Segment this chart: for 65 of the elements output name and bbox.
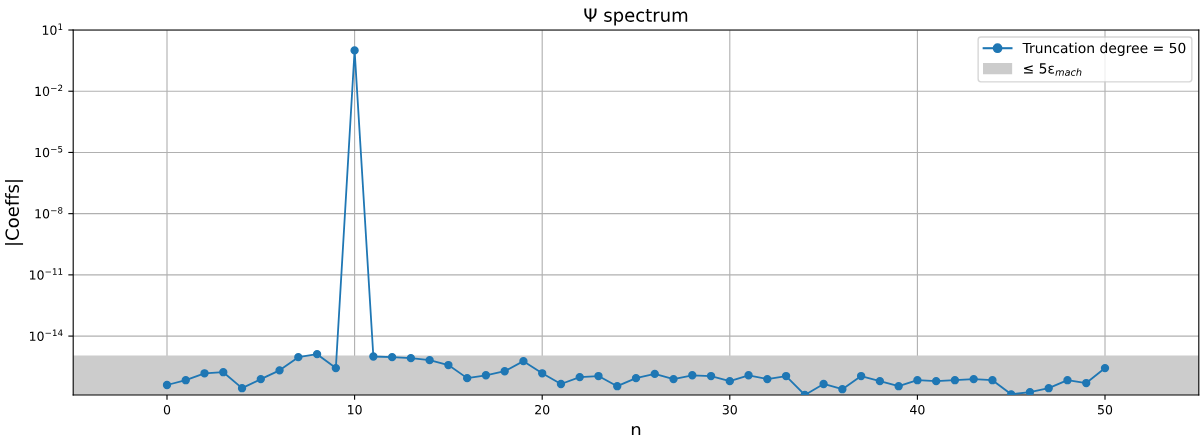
y-axis-title: |Coeffs| xyxy=(4,180,24,245)
point xyxy=(594,371,603,381)
point xyxy=(425,356,434,365)
point xyxy=(481,371,491,380)
y-tick-label: 10$^{1}$ xyxy=(42,23,63,35)
point xyxy=(650,369,659,379)
point xyxy=(969,374,978,384)
point xyxy=(387,352,397,362)
point xyxy=(575,372,584,382)
point xyxy=(706,371,716,381)
point xyxy=(406,353,416,363)
point xyxy=(669,374,678,384)
point xyxy=(369,352,378,361)
point xyxy=(1063,376,1072,385)
y-tick-label: 10$^{−5}$ xyxy=(35,145,63,158)
point xyxy=(838,385,847,394)
point xyxy=(1082,378,1091,388)
legend-label: ≤ 5ε$_{mach}$ xyxy=(1024,63,1082,76)
point xyxy=(725,376,734,386)
point xyxy=(312,350,322,359)
point xyxy=(856,371,866,381)
point xyxy=(1044,384,1053,393)
y-tick-label: 10$^{−11}$ xyxy=(29,268,63,280)
x-tick-label: 50 xyxy=(1098,404,1113,415)
point xyxy=(781,371,791,381)
x-tick-label: 0 xyxy=(163,404,171,415)
point xyxy=(256,374,265,384)
legend-label: Truncation degree = 50 xyxy=(1022,42,1186,56)
point xyxy=(294,352,303,362)
x-tick-label: 20 xyxy=(535,404,550,415)
x-tick-label: 30 xyxy=(722,404,737,415)
point xyxy=(894,382,903,391)
point xyxy=(950,376,960,385)
point xyxy=(444,360,453,370)
point xyxy=(538,369,547,378)
point xyxy=(913,376,922,385)
point xyxy=(237,384,247,393)
point xyxy=(556,379,566,389)
point xyxy=(462,373,472,383)
point xyxy=(688,371,697,380)
point xyxy=(519,357,528,366)
point xyxy=(500,367,509,376)
x-tick-label: 10 xyxy=(348,404,362,415)
point xyxy=(744,371,753,380)
point xyxy=(181,376,190,385)
point xyxy=(331,363,341,373)
point xyxy=(988,376,997,385)
point xyxy=(931,376,941,386)
point xyxy=(219,368,228,377)
chart-title: Ψ spectrum xyxy=(584,8,688,26)
point xyxy=(1100,363,1110,373)
y-tick-label: 10$^{−14}$ xyxy=(29,329,63,341)
point xyxy=(819,379,828,389)
y-tick-label: 10$^{−8}$ xyxy=(35,207,63,219)
point xyxy=(275,366,284,375)
point xyxy=(200,369,209,378)
point xyxy=(613,382,622,391)
point xyxy=(631,373,641,383)
point xyxy=(1025,387,1035,395)
point xyxy=(763,374,772,384)
x-tick-label: 40 xyxy=(910,404,925,415)
point xyxy=(875,376,885,386)
point xyxy=(162,380,172,390)
y-tick-label: 10$^{−2}$ xyxy=(35,84,63,97)
point xyxy=(350,46,359,55)
